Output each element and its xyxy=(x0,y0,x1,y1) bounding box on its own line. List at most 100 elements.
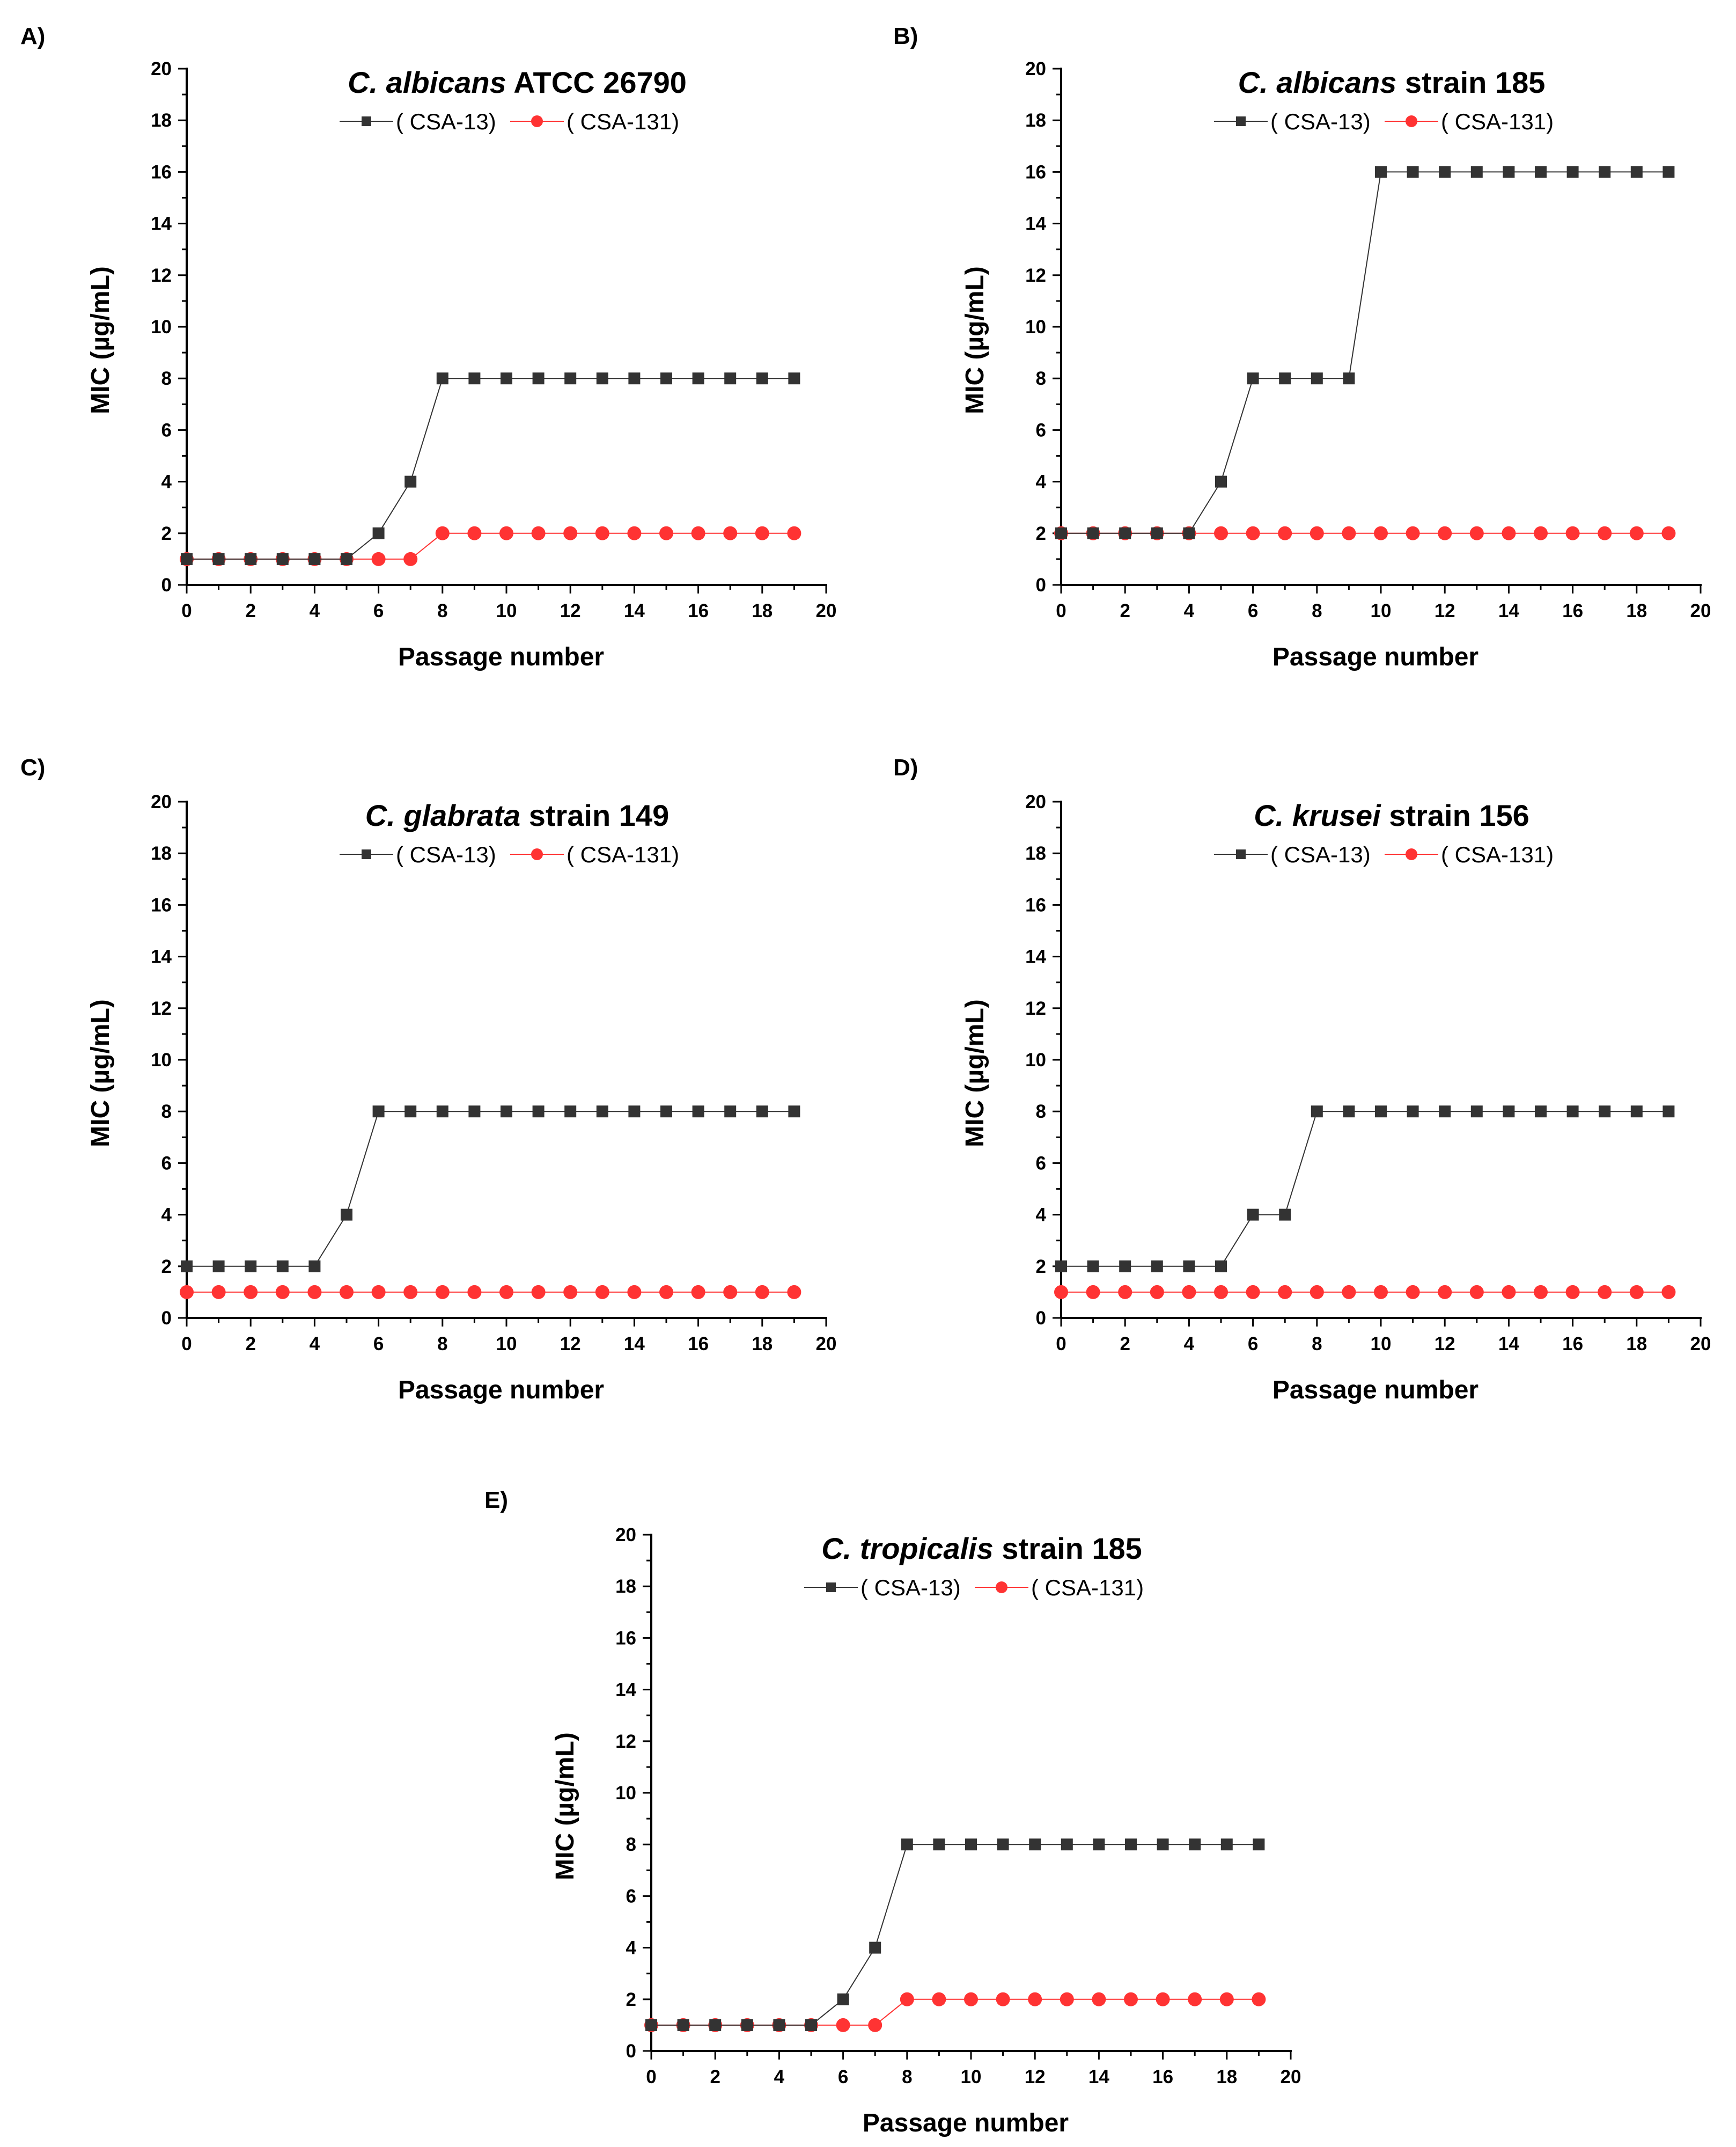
data-point-csa-131 xyxy=(1156,1992,1170,2006)
data-point-csa-13 xyxy=(1599,166,1611,178)
y-tick-label: 0 xyxy=(626,2041,636,2062)
data-point-csa-13 xyxy=(1151,527,1163,539)
data-point-csa-131 xyxy=(868,2018,882,2032)
y-tick-label: 16 xyxy=(151,162,172,182)
data-point-csa-131 xyxy=(1661,1285,1676,1299)
data-point-csa-13 xyxy=(1439,1105,1451,1118)
data-point-csa-13 xyxy=(468,372,481,385)
chart-title: C. albicans ATCC 26790 xyxy=(348,65,687,99)
x-tick-label: 10 xyxy=(496,600,517,621)
data-point-csa-131 xyxy=(1342,526,1356,540)
panel-label: B) xyxy=(893,23,918,49)
data-point-csa-13 xyxy=(341,553,352,565)
y-axis-title: MIC (µg/mL) xyxy=(86,999,115,1147)
data-point-csa-13 xyxy=(564,1105,577,1118)
legend-label: ( CSA-131) xyxy=(1441,109,1554,134)
data-point-csa-13 xyxy=(1279,1208,1291,1221)
data-point-csa-131 xyxy=(787,1285,801,1299)
y-axis-title: MIC (µg/mL) xyxy=(961,999,989,1147)
data-point-csa-13 xyxy=(660,372,672,385)
data-point-csa-131 xyxy=(1406,526,1420,540)
data-point-csa-13 xyxy=(181,1260,193,1272)
y-tick-label: 10 xyxy=(151,1050,172,1071)
y-tick-label: 8 xyxy=(161,368,172,389)
x-tick-label: 0 xyxy=(1056,600,1066,621)
x-tick-label: 14 xyxy=(624,1333,645,1354)
data-point-csa-13 xyxy=(1407,166,1419,178)
x-tick-label: 2 xyxy=(1120,600,1130,621)
y-tick-label: 10 xyxy=(615,1783,636,1804)
y-tick-label: 4 xyxy=(1036,472,1047,493)
data-point-csa-131 xyxy=(1182,1285,1196,1299)
y-tick-label: 10 xyxy=(151,317,172,338)
data-point-csa-13 xyxy=(276,1260,289,1272)
legend-marker-square xyxy=(362,849,371,859)
y-tick-label: 4 xyxy=(161,1205,172,1226)
data-point-csa-131 xyxy=(996,1992,1010,2006)
y-tick-label: 12 xyxy=(1025,265,1046,286)
data-point-csa-13 xyxy=(1663,1105,1675,1118)
data-point-csa-131 xyxy=(1124,1992,1138,2006)
x-tick-label: 10 xyxy=(496,1333,517,1354)
y-axis-title: MIC (µg/mL) xyxy=(961,266,989,414)
data-point-csa-13 xyxy=(1470,1105,1483,1118)
data-point-csa-13 xyxy=(1151,1260,1163,1272)
data-point-csa-13 xyxy=(1119,1260,1131,1272)
x-tick-label: 18 xyxy=(752,600,773,621)
data-point-csa-13 xyxy=(1630,166,1643,178)
x-tick-label: 12 xyxy=(1435,600,1455,621)
data-point-csa-13 xyxy=(1535,1105,1547,1118)
x-axis-title: Passage number xyxy=(398,643,604,671)
x-tick-label: 20 xyxy=(816,1333,837,1354)
data-point-csa-131 xyxy=(1661,526,1676,540)
x-axis-title: Passage number xyxy=(863,2109,1069,2137)
data-point-csa-131 xyxy=(1534,526,1548,540)
chart-panel-1: B) 0 2 4 6 8 10 12 14 16 18 20 0 2 4 6 8 10 12 14 16 18 20 Pass… xyxy=(893,23,1711,671)
legend-marker-circle xyxy=(531,848,543,860)
data-point-csa-13 xyxy=(1247,1208,1259,1221)
panel-label: C) xyxy=(20,754,45,781)
x-axis-title: Passage number xyxy=(1272,643,1478,671)
data-point-csa-13 xyxy=(1663,166,1675,178)
x-tick-label: 14 xyxy=(1088,2067,1109,2087)
y-tick-label: 8 xyxy=(161,1101,172,1122)
data-point-csa-13 xyxy=(788,1105,800,1118)
y-tick-label: 16 xyxy=(1025,895,1046,915)
y-tick-label: 20 xyxy=(1025,58,1046,79)
data-point-csa-131 xyxy=(1092,1992,1106,2006)
data-point-csa-13 xyxy=(245,1260,257,1272)
chart-title-strain: strain 185 xyxy=(994,1532,1142,1565)
chart-title-species: C. tropicalis xyxy=(821,1532,994,1565)
data-point-csa-131 xyxy=(1534,1285,1548,1299)
data-point-csa-131 xyxy=(659,526,673,540)
x-tick-label: 16 xyxy=(1562,600,1583,621)
y-tick-label: 16 xyxy=(151,895,172,915)
y-tick-label: 16 xyxy=(1025,162,1046,182)
x-tick-label: 18 xyxy=(1626,1333,1647,1354)
legend-marker-circle xyxy=(1406,848,1417,860)
data-point-csa-13 xyxy=(1220,1838,1233,1851)
legend-marker-square xyxy=(826,1582,836,1592)
data-point-csa-13 xyxy=(1087,527,1099,539)
x-tick-label: 12 xyxy=(1435,1333,1455,1354)
x-tick-label: 8 xyxy=(437,600,447,621)
data-point-csa-131 xyxy=(627,1285,642,1299)
data-point-csa-131 xyxy=(531,1285,546,1299)
y-tick-label: 4 xyxy=(1036,1205,1047,1226)
data-point-csa-131 xyxy=(435,526,450,540)
data-point-csa-131 xyxy=(180,1285,194,1299)
data-point-csa-13 xyxy=(1503,1105,1515,1118)
data-point-csa-13 xyxy=(997,1838,1009,1851)
data-point-csa-13 xyxy=(1343,372,1355,385)
data-point-csa-13 xyxy=(1503,166,1515,178)
data-point-csa-131 xyxy=(1565,1285,1580,1299)
x-tick-label: 2 xyxy=(245,1333,255,1354)
data-point-csa-131 xyxy=(627,526,642,540)
data-point-csa-13 xyxy=(1311,1105,1323,1118)
y-tick-label: 12 xyxy=(1025,998,1046,1019)
y-tick-label: 20 xyxy=(151,58,172,79)
data-point-csa-131 xyxy=(659,1285,673,1299)
panel-label: D) xyxy=(893,754,918,781)
y-tick-label: 0 xyxy=(1036,575,1046,596)
data-point-csa-131 xyxy=(435,1285,450,1299)
